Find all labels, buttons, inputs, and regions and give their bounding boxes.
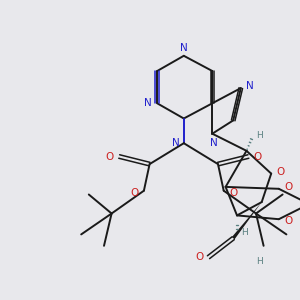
- Text: O: O: [130, 188, 139, 198]
- Text: N: N: [172, 138, 180, 148]
- Text: H: H: [256, 256, 263, 266]
- Polygon shape: [232, 202, 262, 239]
- Text: O: O: [254, 152, 262, 161]
- Text: O: O: [229, 188, 237, 198]
- Text: N: N: [180, 43, 188, 53]
- Text: O: O: [277, 167, 285, 177]
- Text: O: O: [284, 216, 292, 226]
- Text: N: N: [246, 81, 254, 91]
- Text: H: H: [241, 228, 248, 237]
- Text: N: N: [144, 98, 152, 108]
- Text: H: H: [256, 131, 263, 140]
- Text: O: O: [284, 182, 292, 192]
- Text: N: N: [210, 138, 218, 148]
- Text: O: O: [106, 152, 114, 161]
- Text: O: O: [195, 252, 203, 262]
